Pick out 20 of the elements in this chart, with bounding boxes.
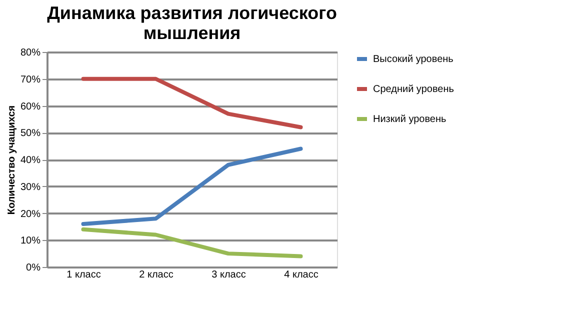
legend-label: Низкий уровень [373,114,446,125]
y-tick-label: 40% [20,155,41,166]
legend-label: Средний уровень [373,84,454,95]
y-tick-label: 50% [20,128,41,140]
y-tick-label: 80% [20,48,41,58]
line-series [81,146,303,226]
x-tick-label: 1 класс [66,270,101,280]
y-tick-label: 0% [26,262,41,274]
line-series [81,227,303,258]
y-axis-title: Количество учащихся [6,105,18,215]
y-tick-label: 30% [20,182,41,193]
legend-label: Высокий уровень [373,54,454,65]
y-tick-label: 60% [20,101,41,112]
x-tick-label: 2 класс [139,270,174,280]
x-tick-label: 3 класс [212,270,246,280]
y-tick-label: 20% [20,208,41,220]
chart-title: Динамика развития логического мышления [47,3,337,43]
y-tick-label: 70% [20,74,41,86]
y-tick-label: 10% [20,236,41,247]
x-tick-label: 4 класс [284,270,318,280]
